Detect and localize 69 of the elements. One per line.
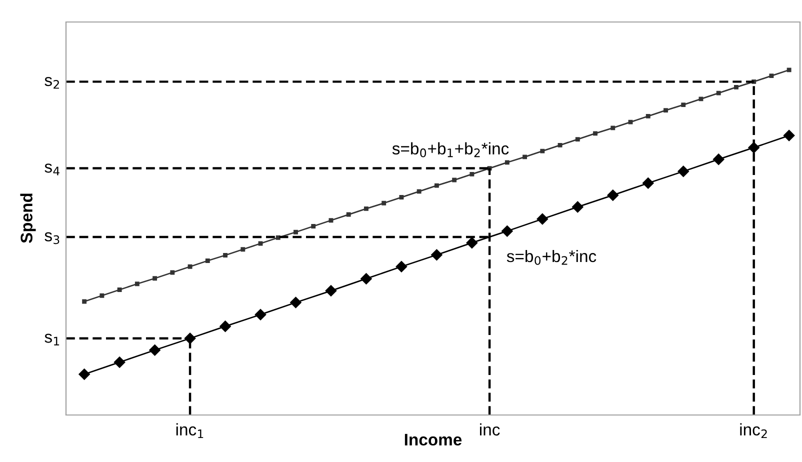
point	[470, 172, 474, 176]
point	[431, 249, 442, 261]
point	[134, 282, 140, 286]
point	[294, 230, 298, 234]
point	[504, 160, 510, 165]
point	[607, 190, 618, 201]
point	[240, 247, 246, 252]
ref-line-label: s$_{3}$	[44, 232, 60, 244]
point	[558, 142, 562, 148]
point	[783, 130, 795, 142]
point	[276, 235, 280, 240]
point	[328, 218, 334, 223]
point	[223, 253, 228, 258]
ref-line-label: s$_{2}$	[44, 77, 59, 89]
point	[646, 114, 650, 118]
point	[664, 108, 668, 113]
point	[399, 195, 404, 200]
point	[642, 178, 654, 189]
point	[382, 200, 386, 206]
point	[769, 74, 774, 78]
x-tick-label: inc	[480, 423, 500, 436]
point	[716, 90, 721, 96]
point	[698, 96, 704, 102]
point	[78, 368, 90, 380]
point	[346, 212, 351, 217]
point	[311, 224, 316, 228]
point	[610, 126, 616, 130]
point	[325, 285, 337, 296]
point	[522, 154, 528, 160]
point	[170, 270, 175, 275]
point	[434, 183, 439, 188]
point	[114, 356, 126, 368]
point	[628, 120, 633, 124]
point	[188, 264, 192, 269]
point	[502, 225, 513, 237]
point	[452, 178, 457, 182]
annotation: s=b$_{0}$+b$_{1}$+b$_{2}$*inc	[392, 142, 509, 158]
point	[536, 213, 548, 225]
point	[466, 237, 478, 248]
annotation: s=b$_{0}$+b$_{2}$*inc	[506, 250, 596, 265]
ref-line-label: s$_{4}$	[44, 164, 60, 176]
x-axis-title: Income	[404, 434, 462, 446]
point	[117, 288, 122, 292]
point	[678, 166, 689, 178]
point	[100, 293, 104, 298]
point	[575, 137, 580, 142]
point	[220, 320, 231, 332]
point	[712, 154, 724, 165]
point	[364, 206, 368, 211]
point	[540, 148, 545, 154]
point	[734, 84, 738, 90]
point	[254, 308, 266, 320]
point	[572, 201, 584, 213]
x-tick-label: inc$_{1}$	[176, 423, 204, 438]
point	[82, 299, 87, 304]
point	[258, 241, 263, 246]
point	[593, 131, 598, 136]
point	[205, 258, 210, 263]
point	[290, 296, 302, 308]
point	[681, 102, 686, 108]
point	[396, 261, 408, 272]
x-tick-label: inc$_{2}$	[740, 423, 767, 438]
y-axis-title: Spend	[20, 194, 36, 243]
point	[416, 189, 422, 194]
point	[360, 273, 372, 284]
point	[149, 344, 160, 356]
point	[786, 68, 792, 72]
point	[152, 276, 158, 281]
ref-line-label: s$_{1}$	[44, 334, 60, 346]
